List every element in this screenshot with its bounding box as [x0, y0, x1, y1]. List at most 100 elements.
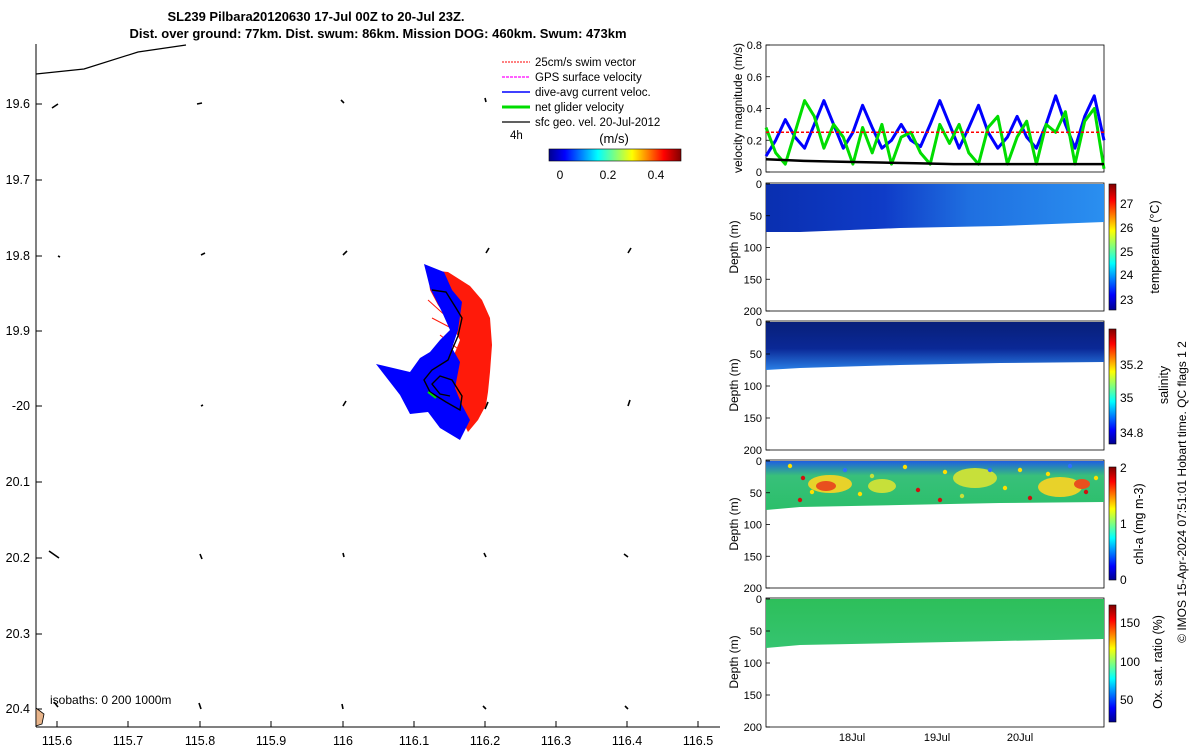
coastline [35, 44, 187, 75]
chl-sample-dot [787, 463, 793, 469]
geo-arrow [340, 99, 345, 104]
depth-tick-label: 50 [750, 488, 762, 500]
depth-tick-label: 200 [744, 445, 762, 457]
velocity-y-ticks: 0 0.2 0.4 0.6 0.8 [747, 40, 770, 179]
map-legend: 25cm/s swim vector GPS surface velocity … [502, 57, 660, 142]
chl-sample-dot [800, 475, 806, 481]
depth-tick-label: 50 [750, 626, 762, 638]
oxygen-colorbar-label: Ox. sat. ratio (%) [1151, 615, 1165, 709]
chlorophyll-section [766, 461, 1104, 510]
colorbar-tick: 25 [1120, 245, 1134, 259]
map-y-tick-label: -20 [12, 399, 30, 413]
temperature-section [766, 184, 1104, 232]
geo-arrow [200, 252, 206, 256]
depth-tick-label: 200 [744, 306, 762, 318]
geo-arrow [485, 247, 490, 254]
salinity-colorbar [1108, 328, 1117, 445]
colorbar-tick: 2 [1120, 461, 1127, 475]
colorbar-tick: 24 [1120, 268, 1134, 282]
map-x-tick-label: 116.5 [683, 734, 713, 748]
map-y-tick-label: 19.8 [6, 249, 30, 263]
colorbar-tick: 0 [557, 168, 564, 182]
colorbar-tick: 1 [1120, 517, 1127, 531]
chl-sample-dot [1083, 489, 1089, 495]
geo-arrow [342, 400, 347, 407]
geo-arrow [57, 255, 61, 258]
colorbar-tick: 0.4 [648, 168, 665, 182]
depth-tick-label: 200 [744, 722, 762, 734]
geo-arrow [623, 553, 629, 558]
map-colorbar: (m/s) 0 0.2 0.4 [548, 131, 682, 182]
depth-tick-label: 50 [750, 349, 762, 361]
geo-arrow [627, 399, 631, 407]
depth-tick-label: 100 [744, 520, 762, 532]
colorbar-gradient [548, 148, 682, 162]
salinity-y-ticks: 0 50 100 150 200 [744, 317, 770, 457]
chlorophyll-colorbar [1108, 466, 1117, 581]
temperature-y-ticks: 0 50 100 150 200 [744, 179, 770, 318]
legend-time-label: 4h [510, 130, 523, 142]
geo-arrow [624, 705, 629, 710]
isobaths-label: isobaths: 0 200 1000m [50, 693, 171, 707]
depth-tick-label: 150 [744, 690, 762, 702]
date-ticks: 18Jul 19Jul 20Jul [839, 732, 1033, 744]
velocity-series [764, 94, 1106, 170]
chlorophyll-panel: 0 50 100 150 200 Depth (m) 0 1 2 chl-a (mg m… [727, 456, 1146, 595]
figure-title: SL239 Pilbara20120630 17-Jul 00Z to 20-J… [168, 9, 465, 24]
map-y-tick-label: 19.7 [6, 173, 30, 187]
chlorophyll-y-ticks: 0 50 100 150 200 [744, 456, 770, 595]
net-glider-velocity [427, 391, 437, 399]
velocity-panel: 0 0.2 0.4 0.6 0.8 velocity magnitude (m/s) [731, 40, 1106, 179]
temperature-y-label: Depth (m) [727, 220, 741, 273]
geo-arrow [342, 552, 345, 558]
colorbar-tick: 35 [1120, 391, 1134, 405]
chl-sample-dot [942, 469, 948, 475]
velocity-y-tick-label: 0.4 [747, 104, 762, 116]
depth-tick-label: 150 [744, 551, 762, 563]
chl-sample-dot [869, 473, 875, 479]
legend-label-dive-avg: dive-avg current veloc. [535, 87, 651, 99]
temperature-colorbar [1108, 183, 1117, 311]
velocity-series-line [764, 94, 1106, 157]
colorbar-tick: 0 [1120, 573, 1127, 587]
chl-sample-dot [809, 489, 815, 495]
swim-arrow [451, 279, 479, 299]
chl-sample-dot [842, 467, 848, 473]
chl-patch [1074, 479, 1090, 489]
depth-tick-label: 100 [744, 381, 762, 393]
geo-arrow [484, 401, 489, 410]
glider-path [423, 289, 463, 412]
chl-sample-dot [797, 497, 803, 503]
velocity-series-line [764, 99, 1106, 170]
chl-sample-dot [1067, 463, 1073, 469]
map-x-tick-label: 116.4 [612, 734, 642, 748]
depth-tick-label: 0 [756, 594, 762, 606]
chl-sample-dot [1045, 471, 1051, 477]
chl-sample-dot [959, 493, 965, 499]
colorbar-tick: 100 [1120, 655, 1140, 669]
geo-arrow [199, 553, 203, 560]
legend-label-swim-vector: 25cm/s swim vector [535, 57, 636, 69]
depth-tick-label: 100 [744, 243, 762, 255]
oxygen-colorbar [1108, 604, 1117, 723]
glider-track [376, 264, 492, 440]
chlorophyll-hotspots [808, 468, 1090, 497]
map-x-ticks: 115.6 115.7 115.8 115.9 116 116.1 116.2 116.3 11… [42, 721, 713, 748]
chl-sample-dot [1093, 475, 1099, 481]
geo-arrow [484, 97, 487, 103]
colorbar-tick: 26 [1120, 221, 1134, 235]
colorbar-tick: 50 [1120, 693, 1134, 707]
legend-label-geo-velocity: sfc geo. vel. 20-Jul-2012 [535, 117, 660, 129]
colorbar-tick: 35.2 [1120, 358, 1144, 372]
geo-arrow [482, 705, 487, 710]
chl-sample-dot [937, 497, 943, 503]
map-x-tick-label: 116 [333, 734, 353, 748]
date-tick-label: 18Jul [839, 732, 865, 744]
chl-sample-dot [857, 491, 863, 497]
geo-arrow [627, 247, 632, 254]
depth-tick-label: 50 [750, 211, 762, 223]
map-x-tick-label: 116.1 [399, 734, 429, 748]
chlorophyll-colorbar-label: chl-a (mg m-3) [1132, 483, 1146, 564]
chl-sample-dot [987, 467, 993, 473]
